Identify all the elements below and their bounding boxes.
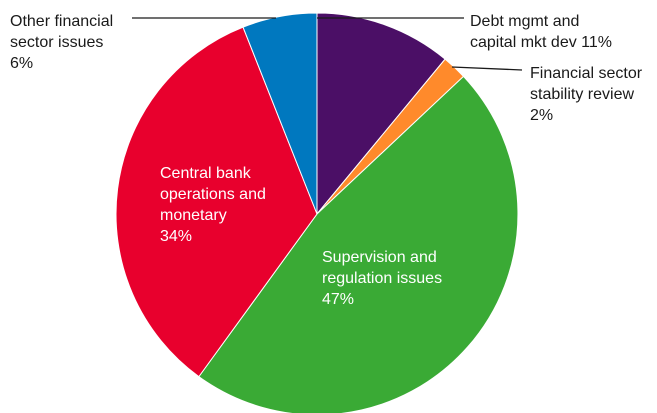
slice-label-1-line-1: stability review: [530, 86, 634, 103]
slice-label-0-line-1: capital mkt dev 11%: [470, 34, 612, 51]
slice-label-4-line-2: 6%: [10, 55, 33, 72]
slice-label-3-line-3: 34%: [160, 228, 192, 245]
slice-label-4: Other financial sector issues 6%: [10, 13, 113, 72]
slice-labels: Debt mgmt and capital mkt dev 11% Financia…: [10, 13, 643, 308]
slice-label-1-line-2: 2%: [530, 107, 553, 124]
slice-label-3: Central bank operations and monetary 34%: [160, 165, 266, 245]
slice-label-3-line-1: operations and: [160, 186, 266, 203]
slice-label-2-line-2: 47%: [322, 291, 354, 308]
slice-label-2-line-1: regulation issues: [322, 270, 442, 287]
slice-label-4-line-1: sector issues: [10, 34, 103, 51]
slice-label-1-line-0: Financial sector: [530, 65, 643, 82]
slice-label-0-line-0: Debt mgmt and: [470, 13, 579, 30]
slice-label-0: Debt mgmt and capital mkt dev 11%: [470, 13, 612, 51]
leader-line-1: [451, 66, 523, 71]
pie-slice-2: [198, 75, 519, 413]
pie-slices: [115, 12, 519, 413]
slice-label-2-line-0: Supervision and: [322, 249, 437, 266]
slice-label-3-line-2: monetary: [160, 207, 227, 224]
pie-slice-3: [115, 26, 318, 378]
slice-label-1: Financial sector stability review 2%: [530, 65, 643, 124]
pie-slice-4: [242, 12, 318, 215]
slice-label-4-line-0: Other financial: [10, 13, 113, 30]
slice-label-2: Supervision and regulation issues 47%: [322, 249, 442, 308]
slice-label-3-line-0: Central bank: [160, 165, 252, 182]
pie-slice-0: [316, 12, 446, 216]
leader-lines: [132, 17, 523, 71]
